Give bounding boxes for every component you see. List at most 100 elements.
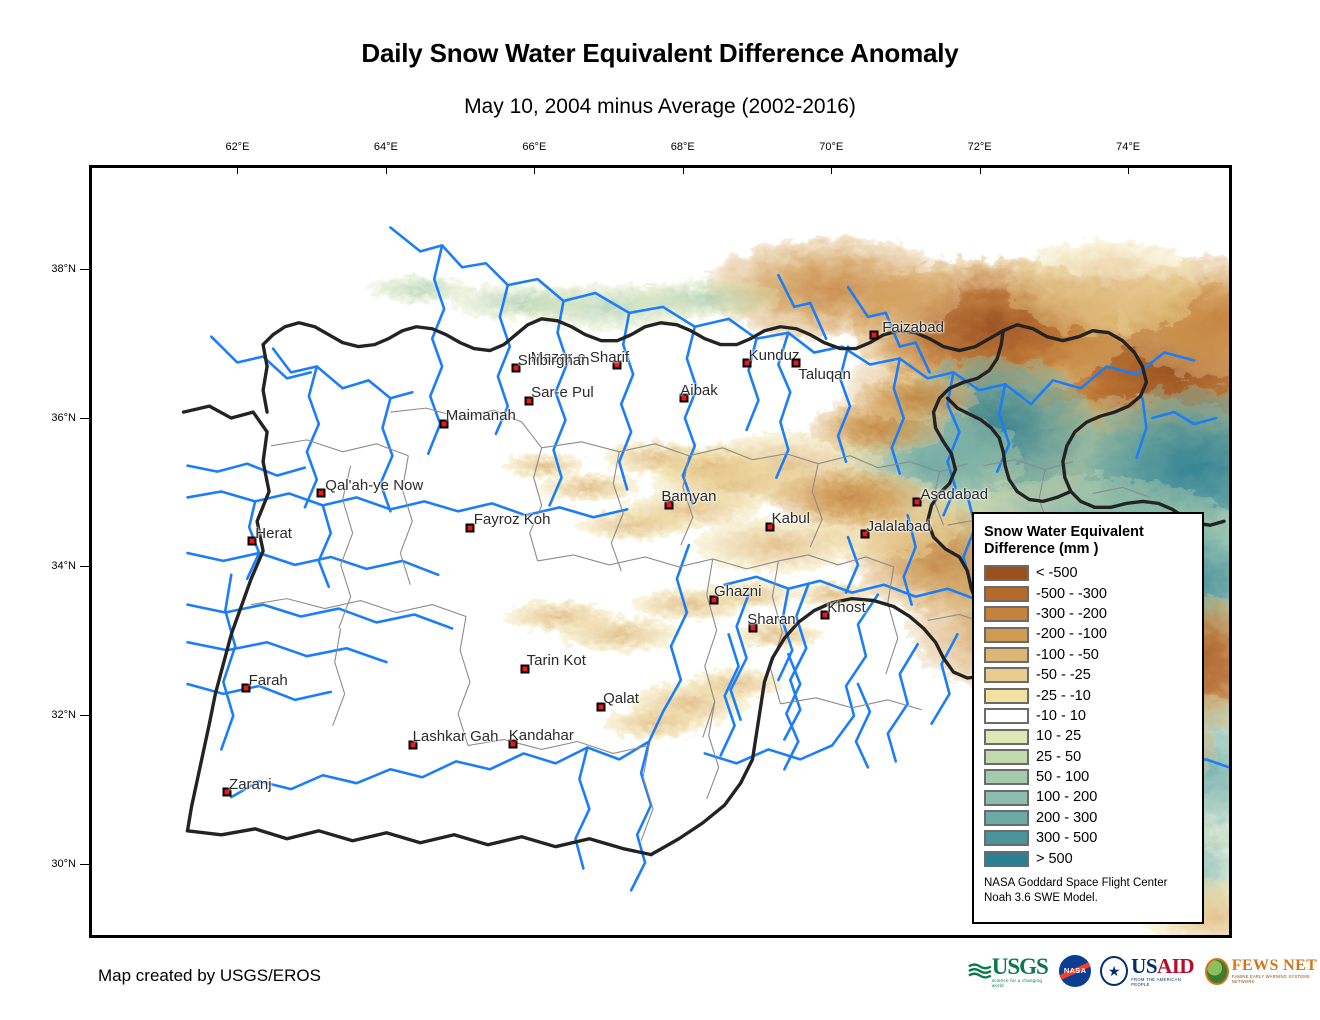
city-marker[interactable] bbox=[520, 664, 530, 674]
city-marker[interactable] bbox=[316, 488, 326, 498]
city-label: Aibak bbox=[680, 382, 718, 400]
lon-tick-label: 70°E bbox=[819, 141, 844, 153]
city-marker[interactable] bbox=[748, 623, 758, 633]
legend-swatch bbox=[984, 606, 1029, 623]
legend-swatch bbox=[984, 728, 1029, 745]
legend-label: 25 - 50 bbox=[1036, 748, 1082, 765]
legend-swatch bbox=[984, 687, 1029, 704]
lon-tick-label: 68°E bbox=[670, 141, 695, 153]
legend-label: 50 - 100 bbox=[1036, 769, 1090, 786]
legend-label: 100 - 200 bbox=[1036, 789, 1098, 806]
legend-label: -100 - -50 bbox=[1036, 646, 1099, 663]
city-marker[interactable] bbox=[439, 419, 449, 429]
city-label: Maimanah bbox=[445, 406, 516, 424]
city-marker[interactable] bbox=[791, 358, 801, 368]
legend-swatch bbox=[984, 789, 1029, 806]
legend-entry: -200 - -100 bbox=[984, 624, 1194, 644]
legend-entry: -500 - -300 bbox=[984, 584, 1194, 604]
city-label: Faizabad bbox=[882, 319, 944, 337]
city-marker[interactable] bbox=[709, 595, 719, 605]
city-marker[interactable] bbox=[860, 529, 870, 539]
city-label: Jalalabad bbox=[866, 518, 931, 536]
page-title: Daily Snow Water Equivalent Difference A… bbox=[361, 38, 959, 68]
legend-swatch bbox=[984, 810, 1029, 827]
city-label: Shibirghan bbox=[517, 351, 590, 369]
legend-entries: < -500 -500 - -300 -300 - -200 -200 - -100 -… bbox=[984, 563, 1194, 869]
legend-swatch bbox=[984, 830, 1029, 847]
city-label: Bamyan bbox=[661, 488, 717, 506]
legend-label: 300 - 500 bbox=[1036, 830, 1098, 847]
city-marker[interactable] bbox=[869, 330, 879, 340]
usgs-tagline: science for a changing world bbox=[991, 977, 1043, 988]
fews-logo: FEWS NET FAMINE EARLY WARNING SYSTEMS NE… bbox=[1204, 954, 1320, 988]
legend-entry: > 500 bbox=[984, 849, 1194, 869]
lon-tick-label: 66°E bbox=[522, 141, 547, 153]
legend-swatch bbox=[984, 585, 1029, 602]
fews-globe-icon bbox=[1204, 957, 1229, 985]
city-marker[interactable] bbox=[596, 702, 606, 712]
lat-tick-label: 36°N bbox=[51, 411, 76, 424]
fews-wordmark: FEWS NET bbox=[1231, 957, 1318, 974]
legend-swatch bbox=[984, 748, 1029, 765]
legend-label: -200 - -100 bbox=[1036, 626, 1107, 643]
city-marker[interactable] bbox=[742, 358, 752, 368]
province-boundaries-layer bbox=[251, 407, 1151, 841]
legend-entry: -300 - -200 bbox=[984, 604, 1194, 624]
city-marker[interactable] bbox=[247, 536, 257, 546]
legend-swatch bbox=[984, 708, 1029, 725]
city-label: Qalat bbox=[603, 689, 639, 707]
lat-tick bbox=[80, 417, 89, 419]
city-marker[interactable] bbox=[664, 500, 674, 510]
city-marker[interactable] bbox=[222, 787, 232, 797]
city-marker[interactable] bbox=[765, 522, 775, 532]
city-label: Tarin Kot bbox=[526, 651, 586, 669]
lon-tick bbox=[831, 165, 833, 174]
nasa-logo: NASA bbox=[1059, 954, 1092, 988]
agency-logos: USGS science for a changing world NASA ★… bbox=[968, 952, 1320, 990]
city-marker[interactable] bbox=[524, 396, 534, 406]
legend-swatch bbox=[984, 646, 1029, 663]
page-subtitle: May 10, 2004 minus Average (2002-2016) bbox=[464, 95, 856, 118]
legend-swatch bbox=[984, 626, 1029, 643]
city-marker[interactable] bbox=[511, 363, 521, 373]
lon-tick-label: 72°E bbox=[967, 141, 992, 153]
city-label: Mazar-e Sharif bbox=[530, 348, 630, 366]
usaid-tagline: FROM THE AMERICAN PEOPLE bbox=[1131, 976, 1182, 987]
city-label: Herat bbox=[255, 525, 292, 543]
city-marker[interactable] bbox=[408, 740, 418, 750]
city-label: Sar-e Pul bbox=[531, 384, 594, 402]
lat-tick bbox=[80, 269, 89, 271]
city-label: Kandahar bbox=[508, 727, 574, 744]
city-marker[interactable] bbox=[241, 683, 251, 693]
city-marker[interactable] bbox=[612, 360, 622, 370]
city-label: Qal'ah-ye Now bbox=[325, 476, 424, 494]
legend-entry: -100 - -50 bbox=[984, 645, 1194, 665]
city-marker[interactable] bbox=[465, 523, 475, 533]
lat-tick-label: 30°N bbox=[51, 857, 76, 870]
usgs-wordmark: USGS bbox=[991, 953, 1049, 979]
legend-label: -50 - -25 bbox=[1036, 667, 1091, 684]
city-label: Farah bbox=[248, 671, 288, 689]
city-marker[interactable] bbox=[508, 739, 518, 749]
city-label: Fayroz Koh bbox=[473, 510, 551, 528]
legend-label: -10 - 10 bbox=[1036, 707, 1086, 724]
usgs-wave-icon bbox=[968, 963, 992, 979]
city-marker[interactable] bbox=[912, 497, 922, 507]
lon-tick-label: 74°E bbox=[1116, 141, 1141, 153]
lat-tick-label: 32°N bbox=[51, 709, 76, 722]
lon-tick-label: 64°E bbox=[373, 141, 398, 153]
fews-tagline: FAMINE EARLY WARNING SYSTEMS NETWORK bbox=[1231, 974, 1310, 984]
legend-label: 200 - 300 bbox=[1036, 809, 1098, 826]
city-label: Sharan bbox=[747, 611, 796, 629]
legend-label: -300 - -200 bbox=[1036, 605, 1107, 622]
usgs-logo: USGS science for a changing world bbox=[968, 954, 1050, 988]
lon-tick-label: 62°E bbox=[225, 141, 250, 153]
legend-entry: 200 - 300 bbox=[984, 808, 1194, 828]
city-marker[interactable] bbox=[820, 610, 830, 620]
nasa-wordmark: NASA bbox=[1063, 966, 1087, 975]
legend-label: < -500 bbox=[1036, 565, 1078, 582]
usaid-wordmark: USAID bbox=[1131, 953, 1195, 978]
city-marker[interactable] bbox=[679, 393, 689, 403]
lat-tick bbox=[80, 863, 89, 865]
